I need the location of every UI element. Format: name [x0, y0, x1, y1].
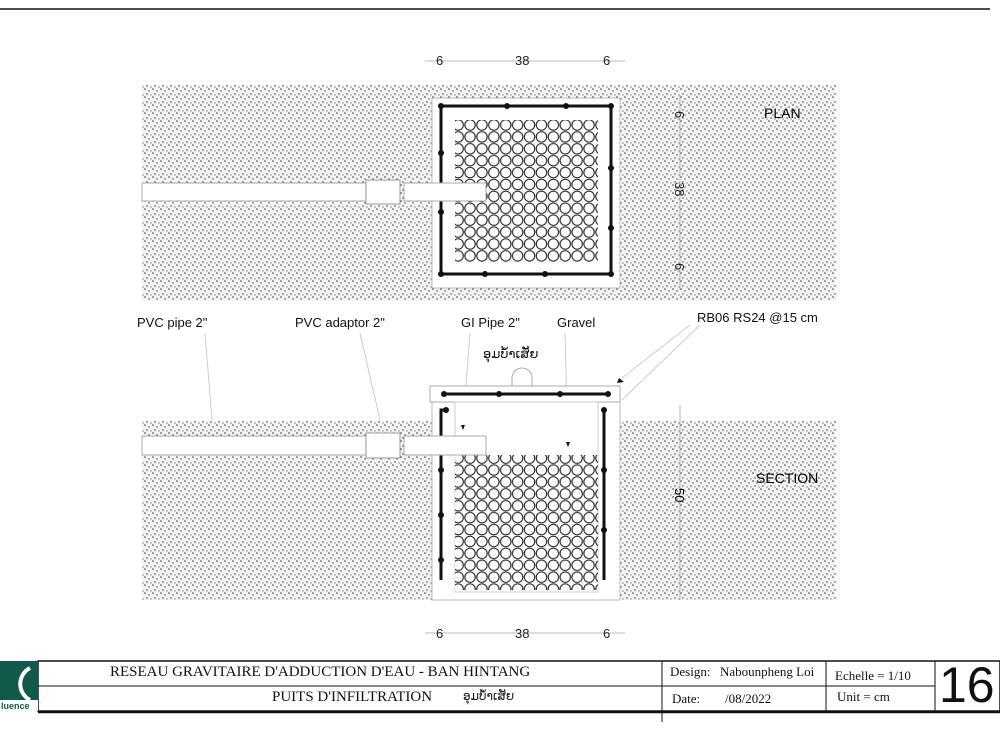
svg-text:38: 38	[515, 53, 529, 68]
sheet-number: 16	[939, 657, 995, 713]
svg-text:6: 6	[436, 53, 443, 68]
plan-pvc-pipe	[141, 182, 367, 202]
date-value: /08/2022	[725, 691, 772, 706]
svg-text:38: 38	[515, 626, 529, 641]
svg-text:luence: luence	[1, 701, 30, 711]
svg-text:6: 6	[436, 626, 443, 641]
plan-view: PLAN	[141, 84, 836, 301]
section-soil-right	[620, 420, 836, 600]
dimension-section-height: 50	[672, 488, 687, 502]
unit: Unit = cm	[837, 689, 890, 704]
project-title: RESEAU GRAVITAIRE D'ADDUCTION D'EAU - BA…	[110, 664, 531, 680]
section-view: 50 SECTION	[141, 367, 836, 601]
design-label: Design:	[670, 664, 711, 679]
label-pvc-pipe: PVC pipe 2"	[137, 315, 208, 330]
label-gi-pipe: GI Pipe 2"	[461, 315, 520, 330]
label-rebar: RB06 RS24 @15 cm	[697, 310, 818, 325]
dimension-top: 6 38 6	[425, 53, 625, 68]
svg-text:6: 6	[672, 263, 687, 270]
company-logo: luence	[0, 661, 38, 711]
section-gravel	[455, 455, 598, 590]
svg-text:38: 38	[672, 182, 687, 196]
dimension-side: 6 38 6	[672, 95, 687, 290]
scale: Echelle = 1/10	[835, 668, 911, 683]
plan-label: PLAN	[764, 105, 801, 121]
sheet-title-lao: ອຸມບ້ຳເສັຍ	[463, 689, 515, 703]
sheet-title: PUITS D'INFILTRATION	[272, 689, 433, 705]
svg-text:6: 6	[603, 53, 610, 68]
label-pvc-adaptor: PVC adaptor 2"	[295, 315, 385, 330]
designer-name: Nabounpheng Loi	[720, 664, 815, 679]
section-pvc-pipe	[141, 435, 367, 456]
section-label: SECTION	[756, 470, 818, 486]
lid-handle	[511, 367, 533, 386]
label-lid-lao: ອຸມບ້ຳເສັຍ	[483, 346, 538, 363]
svg-text:6: 6	[672, 111, 687, 118]
svg-text:6: 6	[603, 626, 610, 641]
plan-pvc-adaptor	[365, 179, 401, 205]
plan-gi-pipe	[403, 182, 487, 202]
section-pvc-adaptor	[365, 432, 401, 459]
section-gi-pipe	[403, 435, 487, 456]
dimension-bottom: 6 38 6	[425, 626, 625, 641]
date-label: Date:	[672, 691, 701, 706]
label-gravel: Gravel	[557, 315, 595, 330]
